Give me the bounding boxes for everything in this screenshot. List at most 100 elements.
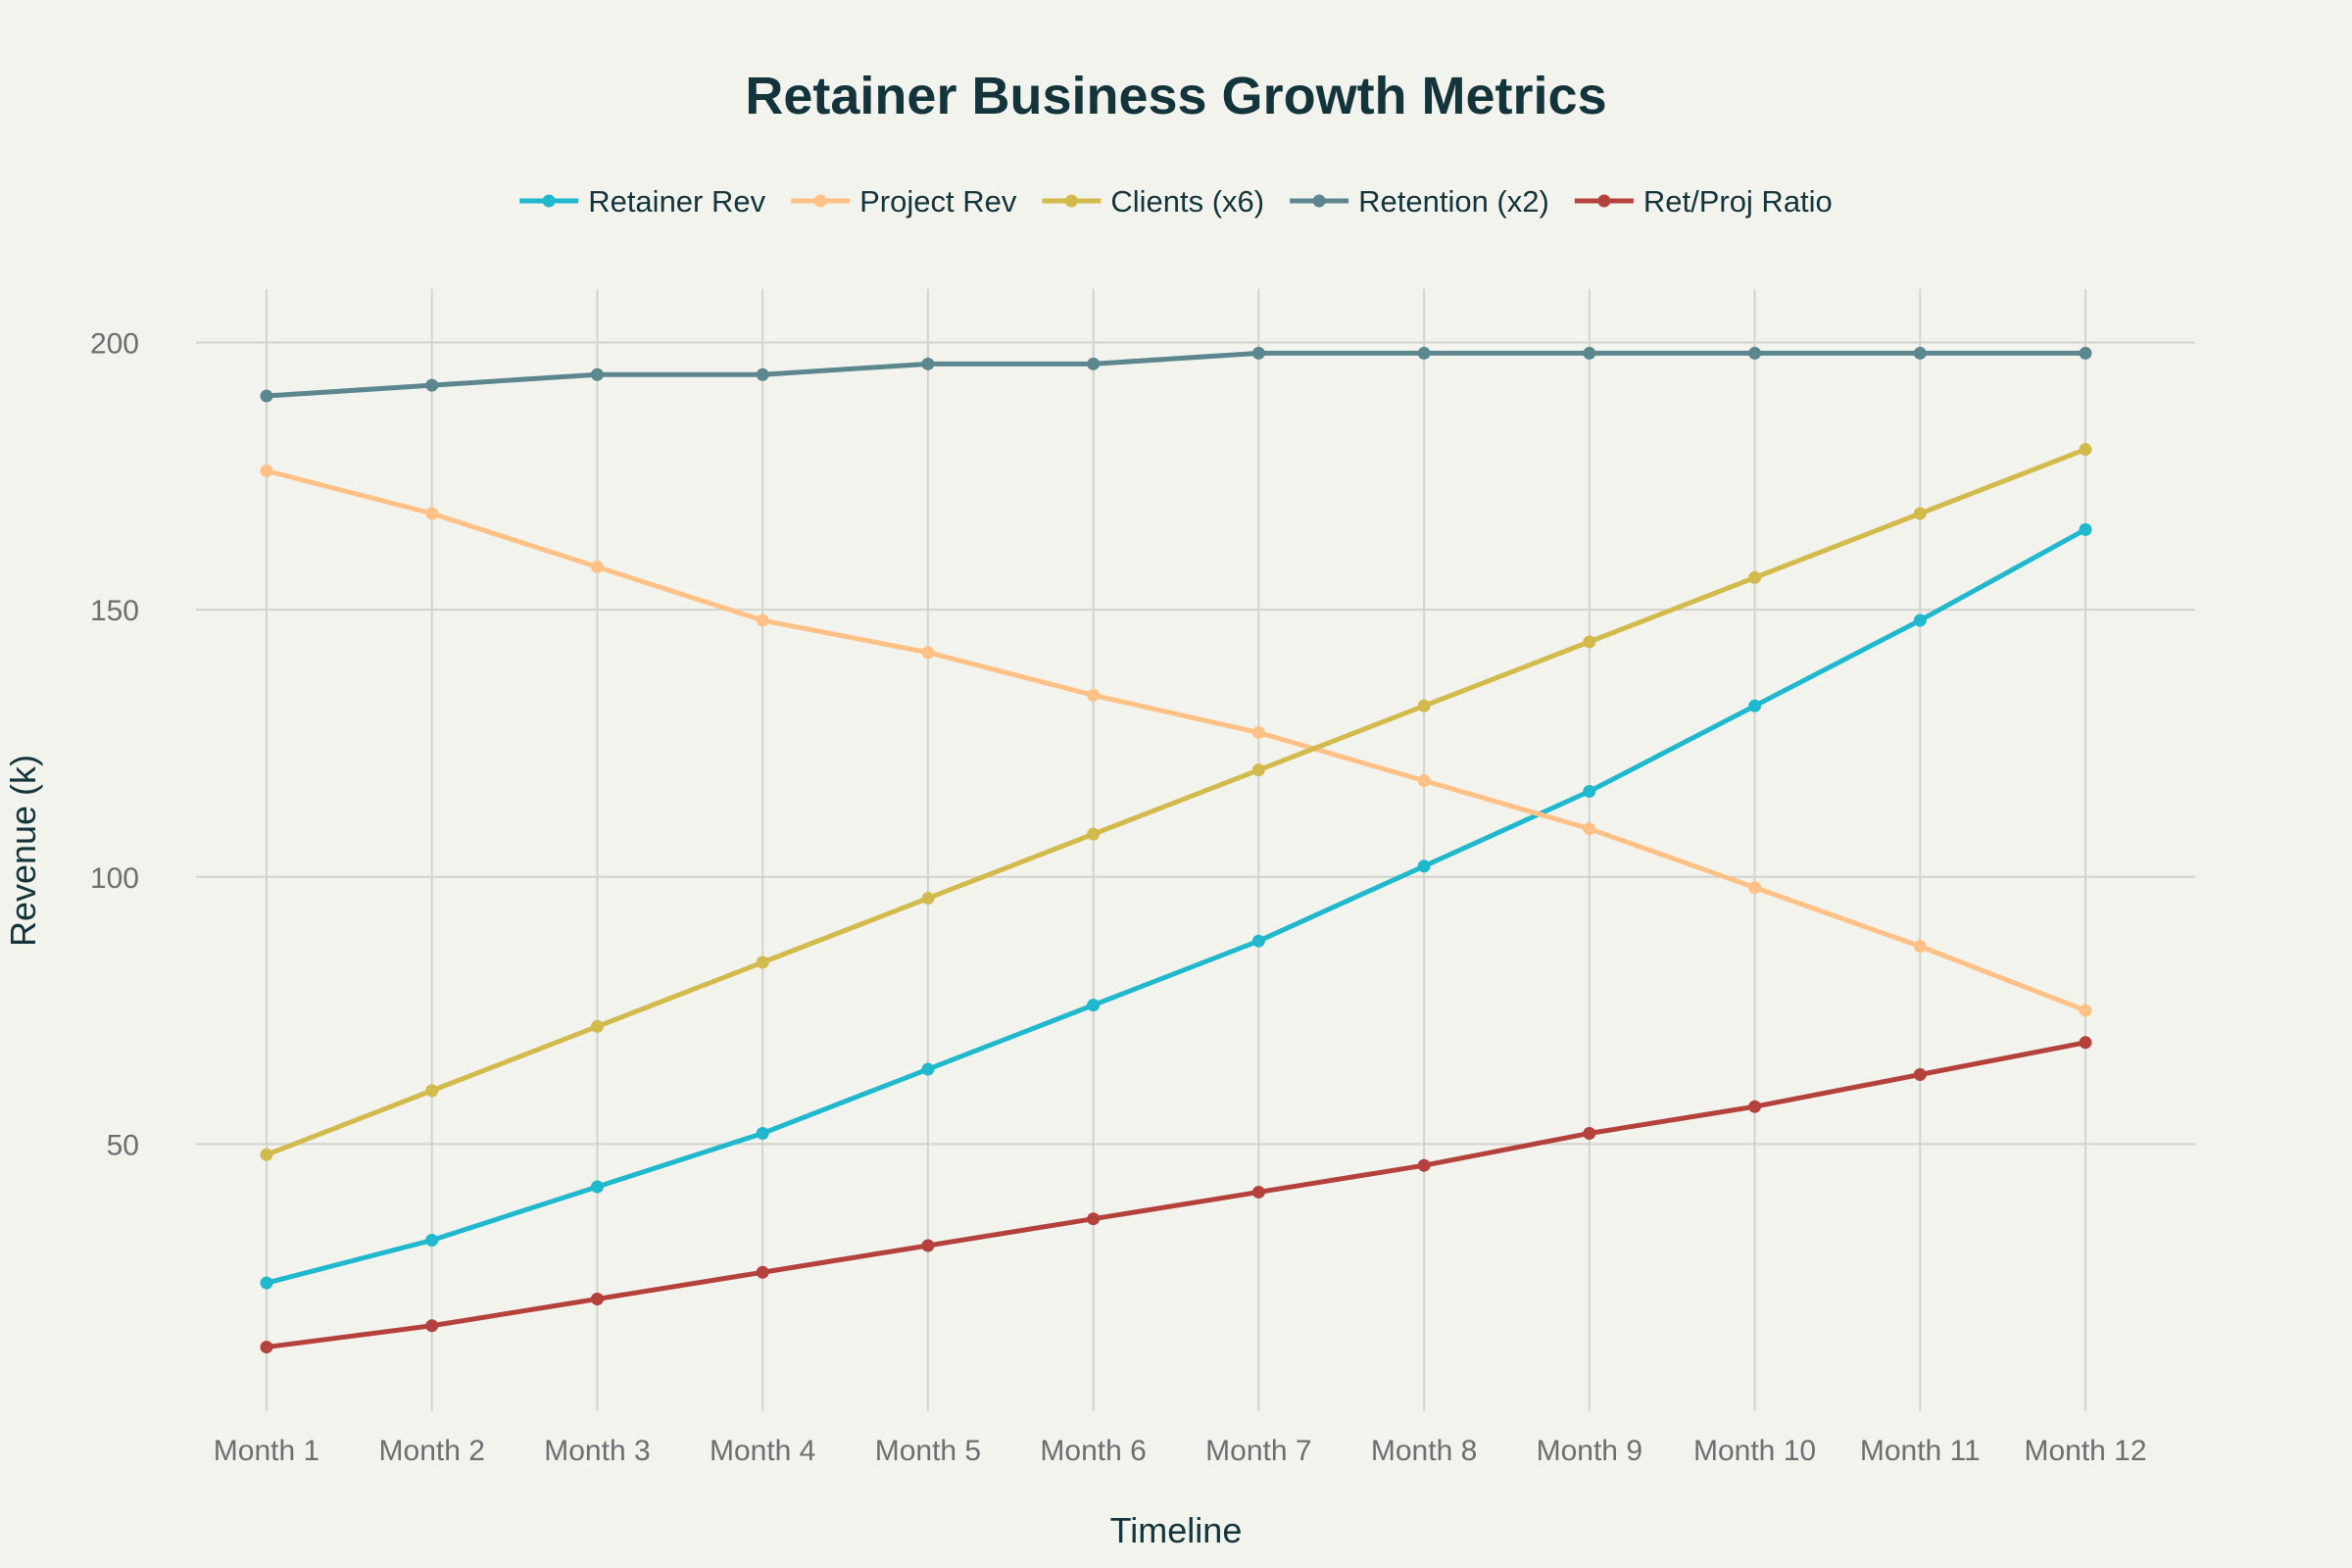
- data-point-project-rev[interactable]: [425, 507, 439, 520]
- data-point-ret-proj-ratio[interactable]: [1087, 1212, 1101, 1226]
- x-tick-label: Month 7: [1205, 1435, 1311, 1467]
- y-tick-label: 100: [90, 862, 139, 895]
- data-point-ret-proj-ratio[interactable]: [1583, 1126, 1596, 1140]
- data-point-ret-proj-ratio[interactable]: [425, 1319, 439, 1333]
- data-point-project-rev[interactable]: [1913, 940, 1927, 954]
- x-tick-label: Month 1: [214, 1435, 319, 1467]
- data-point-retainer-rev[interactable]: [1748, 699, 1762, 712]
- data-point-clients-x6[interactable]: [2079, 443, 2092, 457]
- data-point-project-rev[interactable]: [260, 464, 273, 477]
- legend-label: Ret/Proj Ratio: [1643, 184, 1833, 219]
- data-point-clients-x6[interactable]: [1583, 635, 1596, 649]
- legend-label: Project Rev: [859, 184, 1017, 219]
- legend-marker: [1597, 194, 1611, 208]
- data-point-ret-proj-ratio[interactable]: [921, 1239, 935, 1252]
- data-point-project-rev[interactable]: [921, 646, 935, 660]
- data-point-project-rev[interactable]: [1251, 726, 1265, 740]
- series-ret-proj-ratio: [260, 1036, 2092, 1354]
- legend-item-retention-x2[interactable]: Retention (x2): [1290, 184, 1549, 219]
- legend-label: Retainer Rev: [588, 184, 765, 219]
- data-point-retention-x2[interactable]: [2079, 346, 2092, 360]
- data-point-retainer-rev[interactable]: [260, 1276, 273, 1290]
- data-point-retainer-rev[interactable]: [1417, 859, 1431, 873]
- data-point-project-rev[interactable]: [590, 561, 604, 574]
- legend-marker: [542, 194, 556, 208]
- x-tick-label: Month 4: [710, 1435, 815, 1467]
- data-point-retainer-rev[interactable]: [756, 1126, 769, 1140]
- data-point-retainer-rev[interactable]: [921, 1062, 935, 1076]
- legend-label: Retention (x2): [1358, 184, 1549, 219]
- data-point-retention-x2[interactable]: [1251, 346, 1265, 360]
- data-point-ret-proj-ratio[interactable]: [1417, 1158, 1431, 1172]
- data-point-clients-x6[interactable]: [1087, 827, 1101, 841]
- x-tick-label: Month 11: [1860, 1435, 1981, 1467]
- y-axis-ticks: 50 100 150 200: [90, 328, 139, 1162]
- series-line-project-rev: [264, 467, 2088, 1013]
- series-group: [260, 346, 2092, 1354]
- data-point-retention-x2[interactable]: [590, 368, 604, 381]
- x-tick-label: Month 10: [1693, 1435, 1816, 1467]
- x-tick-label: Month 12: [2024, 1435, 2146, 1467]
- data-point-retention-x2[interactable]: [756, 368, 769, 381]
- data-point-retention-x2[interactable]: [1417, 346, 1431, 360]
- x-tick-label: Month 9: [1537, 1435, 1642, 1467]
- series-project-rev: [260, 464, 2092, 1017]
- data-point-clients-x6[interactable]: [425, 1084, 439, 1098]
- data-point-retention-x2[interactable]: [921, 357, 935, 370]
- data-point-clients-x6[interactable]: [590, 1019, 604, 1033]
- data-point-clients-x6[interactable]: [1417, 699, 1431, 712]
- series-clients-x6: [260, 443, 2092, 1161]
- data-point-retainer-rev[interactable]: [1251, 934, 1265, 948]
- data-point-project-rev[interactable]: [1748, 881, 1762, 895]
- series-line-retainer-rev: [264, 526, 2088, 1286]
- legend[interactable]: Retainer Rev Project Rev Clients (x6) Reten…: [519, 184, 1833, 219]
- legend-marker: [1064, 194, 1078, 208]
- x-axis-title: Timeline: [1110, 1510, 1243, 1550]
- legend-item-clients-x6[interactable]: Clients (x6): [1042, 184, 1264, 219]
- data-point-retention-x2[interactable]: [1913, 346, 1927, 360]
- data-point-project-rev[interactable]: [756, 613, 769, 627]
- data-point-retainer-rev[interactable]: [1087, 999, 1101, 1012]
- data-point-project-rev[interactable]: [2079, 1004, 2092, 1017]
- data-point-retainer-rev[interactable]: [1583, 785, 1596, 799]
- data-point-ret-proj-ratio[interactable]: [1251, 1185, 1265, 1199]
- y-axis-title: Revenue (k): [3, 755, 43, 947]
- data-point-retention-x2[interactable]: [260, 389, 273, 403]
- series-line-clients-x6: [264, 447, 2088, 1157]
- legend-marker: [813, 194, 827, 208]
- data-point-retention-x2[interactable]: [1087, 357, 1101, 370]
- data-point-clients-x6[interactable]: [921, 892, 935, 906]
- series-line-ret-proj-ratio: [264, 1040, 2088, 1350]
- data-point-retainer-rev[interactable]: [425, 1234, 439, 1248]
- chart-title: Retainer Business Growth Metrics: [745, 67, 1606, 125]
- data-point-project-rev[interactable]: [1417, 774, 1431, 788]
- legend-item-project-rev[interactable]: Project Rev: [791, 184, 1017, 219]
- x-tick-label: Month 2: [379, 1435, 485, 1467]
- data-point-clients-x6[interactable]: [1913, 507, 1927, 520]
- legend-item-ret-proj-ratio[interactable]: Ret/Proj Ratio: [1574, 184, 1833, 219]
- data-point-clients-x6[interactable]: [1251, 763, 1265, 777]
- data-point-clients-x6[interactable]: [260, 1148, 273, 1161]
- data-point-ret-proj-ratio[interactable]: [1748, 1100, 1762, 1113]
- data-point-retainer-rev[interactable]: [1913, 613, 1927, 627]
- data-point-ret-proj-ratio[interactable]: [2079, 1036, 2092, 1050]
- data-point-clients-x6[interactable]: [1748, 570, 1762, 584]
- data-point-project-rev[interactable]: [1087, 688, 1101, 702]
- data-point-retention-x2[interactable]: [1748, 346, 1762, 360]
- data-point-retention-x2[interactable]: [1583, 346, 1596, 360]
- series-retainer-rev: [260, 522, 2092, 1290]
- data-point-ret-proj-ratio[interactable]: [590, 1293, 604, 1305]
- data-point-project-rev[interactable]: [1583, 822, 1596, 836]
- data-point-retainer-rev[interactable]: [590, 1180, 604, 1194]
- data-point-retainer-rev[interactable]: [2079, 522, 2092, 536]
- legend-item-retainer-rev[interactable]: Retainer Rev: [519, 184, 766, 219]
- data-point-ret-proj-ratio[interactable]: [260, 1341, 273, 1354]
- data-point-ret-proj-ratio[interactable]: [1913, 1068, 1927, 1081]
- x-axis-ticks: Month 1 Month 2 Month 3 Month 4 Month 5 Month…: [214, 1435, 2147, 1467]
- x-tick-label: Month 6: [1040, 1435, 1146, 1467]
- data-point-retention-x2[interactable]: [425, 378, 439, 392]
- data-point-ret-proj-ratio[interactable]: [756, 1265, 769, 1279]
- data-point-clients-x6[interactable]: [756, 956, 769, 969]
